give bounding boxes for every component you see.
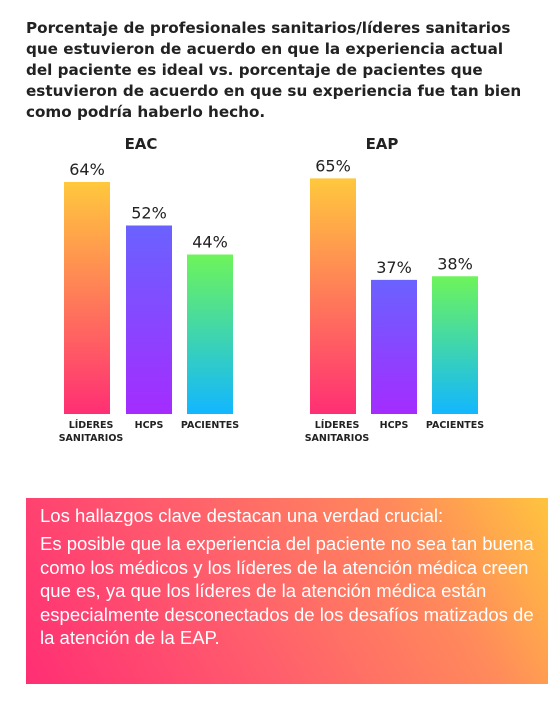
category-label: PACIENTES bbox=[426, 420, 484, 431]
chart-title: Porcentaje de profesionales sanitarios/l… bbox=[26, 19, 522, 121]
data-label: 65% bbox=[315, 156, 351, 175]
panel-title: EAP bbox=[366, 135, 399, 153]
bar bbox=[432, 276, 478, 414]
bar bbox=[187, 254, 233, 414]
data-label: 64% bbox=[69, 160, 105, 179]
category-label: LÍDERES SANITARIOS bbox=[59, 419, 124, 444]
bar bbox=[371, 279, 417, 414]
data-label: 52% bbox=[131, 204, 167, 223]
data-label: 37% bbox=[376, 258, 412, 277]
key-findings-callout: Los hallazgos clave destacan una verdad … bbox=[26, 498, 548, 684]
bar bbox=[126, 225, 172, 414]
chart-panel-1: EAC 64% LÍDERES SANITARIOS 52% HCPS 44% PACIENT… bbox=[59, 135, 240, 444]
bar-charts: EAC 64% LÍDERES SANITARIOS 52% HCPS 44% PACIENT… bbox=[59, 135, 485, 444]
data-label: 44% bbox=[192, 233, 228, 252]
data-label: 38% bbox=[437, 254, 473, 273]
chart-panel-2: EAP 65% LÍDERES SANITARIOS 37% HCPS 38% PACIENT… bbox=[305, 135, 485, 444]
category-label: HCPS bbox=[135, 420, 164, 431]
callout-body: Es posible que la experiencia del pacien… bbox=[40, 533, 534, 648]
category-label: HCPS bbox=[380, 420, 409, 431]
bar bbox=[64, 182, 110, 414]
panel-title: EAC bbox=[125, 135, 158, 153]
callout-heading: Los hallazgos clave destacan una verdad … bbox=[40, 505, 444, 526]
category-label: PACIENTES bbox=[181, 420, 239, 431]
category-label: LÍDERES SANITARIOS bbox=[305, 419, 370, 444]
bar bbox=[310, 178, 356, 414]
